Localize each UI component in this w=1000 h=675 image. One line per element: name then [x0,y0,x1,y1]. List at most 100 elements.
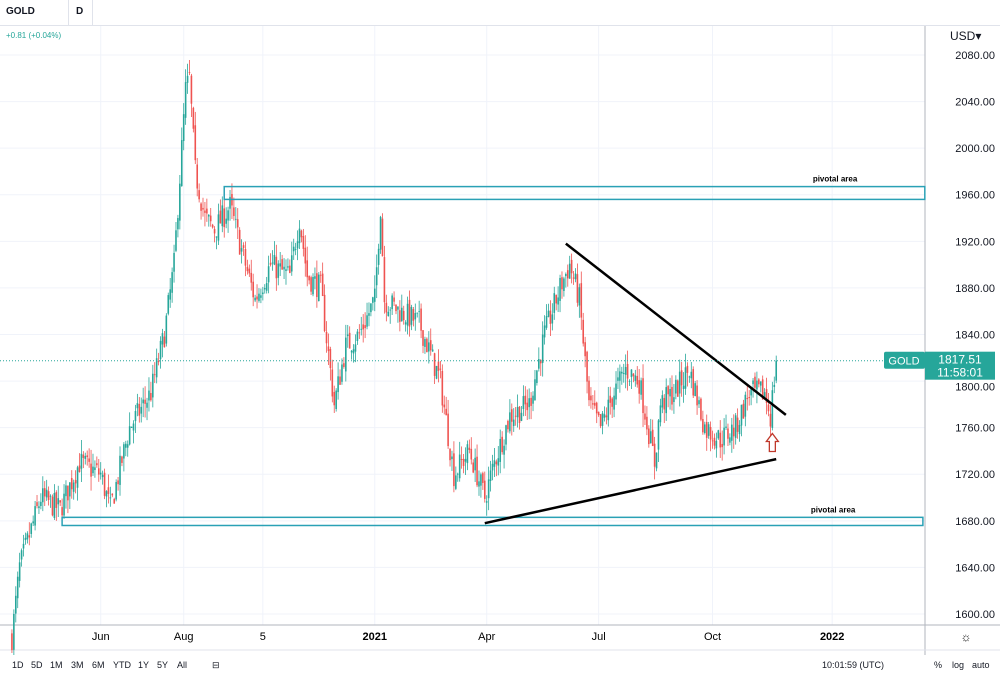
y-tick-label: 1800.00 [955,382,995,394]
candle-body [186,75,189,83]
candle-body [493,460,496,467]
candle-body [356,331,359,341]
candle-body [561,277,563,290]
candle-body [233,207,235,217]
candle-body [223,208,226,228]
candle-body [638,380,640,394]
candle-body [310,277,312,292]
candle-body [227,210,229,221]
candle-body [57,498,60,505]
y-tick-label: 1680.00 [955,516,995,528]
candle-body [155,358,158,378]
candle-body [480,474,482,486]
candle-body [70,478,73,490]
candle-body [775,360,778,381]
candle-body [642,378,644,414]
candle-body [441,370,444,406]
pivotal-area-label: pivotal area [811,505,856,514]
range-1y[interactable]: 1Y [138,660,150,670]
candle-body [319,274,322,276]
candle-body [414,313,417,320]
candle-body [285,269,287,271]
candle-body [408,299,411,327]
candle-body [235,218,237,220]
candle-body [184,82,187,118]
candle-body [341,364,343,382]
candle-body [570,259,573,274]
candle-body [296,241,299,249]
candle-body [690,371,693,379]
clock-time: 10:01:59 (UTC) [822,660,885,670]
candle-body [671,386,673,405]
x-tick-label: 5 [260,631,266,643]
candle-body [385,302,388,313]
candle-body [553,293,556,313]
candle-body [516,406,519,418]
candle-body [565,273,567,277]
candle-body [207,214,210,217]
candle-body [256,296,258,300]
divider [92,0,93,25]
range-3m[interactable]: 3M [71,660,84,670]
percent-toggle[interactable]: % [934,660,943,670]
range-1d[interactable]: 1D [12,660,24,670]
symbol-label[interactable]: GOLD [6,6,35,17]
log-toggle[interactable]: log [952,660,965,670]
auto-toggle[interactable]: auto [972,660,990,670]
candle-body [246,266,249,272]
candle-body [271,262,274,264]
candle-body [101,474,104,478]
candle-body [634,375,637,381]
candle-body [173,252,175,272]
currency-selector[interactable]: USD▾ [950,29,982,43]
candle-body [16,576,19,599]
range-ytd[interactable]: YTD [113,660,131,670]
candle-body [453,453,455,487]
candle-body [536,370,538,383]
candle-body [86,455,88,457]
candle-body [169,289,171,300]
candle-body [192,107,195,129]
candle-body [756,380,758,390]
candle-body [236,219,239,228]
y-tick-label: 1920.00 [955,236,995,248]
candle-body [190,75,193,104]
candle-body [49,495,52,497]
range-1m[interactable]: 1M [50,660,63,670]
range-5y[interactable]: 5Y [157,660,169,670]
candle-body [472,462,474,473]
candle-body [539,360,542,364]
pivotal-area-box [61,516,924,527]
candle-body [657,420,660,450]
range-all[interactable]: All [177,660,188,670]
candle-body [269,262,272,265]
y-tick-label: 1840.00 [955,329,995,341]
candle-body [103,472,106,496]
settings-icon[interactable]: ☼ [961,630,972,644]
candle-body [709,427,712,440]
candle-body [188,72,191,73]
candle-body [142,399,144,404]
candle-body [327,346,330,352]
candle-body [53,492,56,518]
candle-body [397,306,399,310]
range-6m[interactable]: 6M [92,660,105,670]
candle-body [663,397,666,410]
candle-body [175,230,177,251]
candle-body [603,414,606,418]
candle-body [740,404,743,426]
candle-body [221,205,224,227]
candle-body [18,562,21,581]
candle-body [754,376,756,388]
candle-body [281,259,283,270]
candle-body [435,365,438,379]
candle-body [748,397,750,399]
candle-body [400,307,403,322]
range-5d[interactable]: 5D [31,660,43,670]
candle-body [433,353,436,376]
price-chart[interactable]: 1600.00 1640.00 1680.00 1720.00 1760.00 1800.… [0,0,1000,655]
candle-body [526,402,529,411]
interval-label[interactable]: D [76,6,84,17]
calendar-goto-icon[interactable]: ⊟ [212,660,220,670]
candle-body [316,273,318,298]
